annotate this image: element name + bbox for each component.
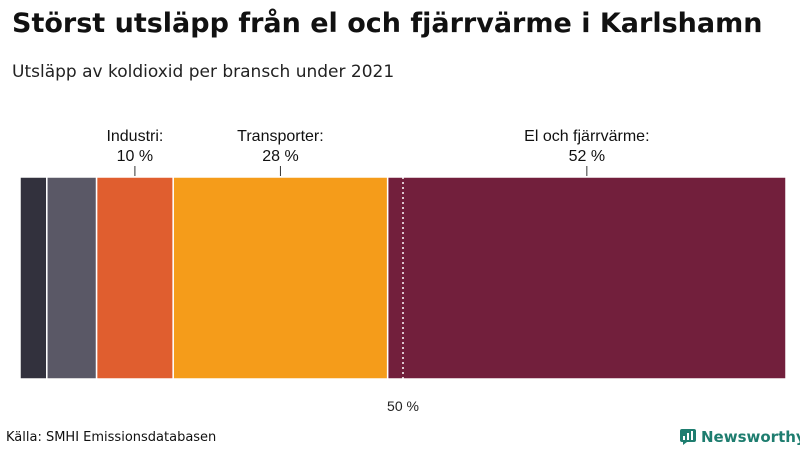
chart-subtitle: Utsläpp av koldioxid per bransch under 2… xyxy=(12,62,395,82)
brand-name: Newsworthy xyxy=(701,428,800,446)
segment-label-name-1: Industri: xyxy=(106,128,163,145)
bar-segment-2 xyxy=(46,176,98,380)
segment-label-value-1: 10 % xyxy=(117,148,153,165)
bar-segment-1 xyxy=(19,176,48,380)
reference-line-label: 50 % xyxy=(387,398,419,414)
chart-title: Störst utsläpp från el och fjärrvärme i … xyxy=(12,8,763,39)
brand-logo: Newsworthy xyxy=(680,426,800,448)
newsworthy-logo-icon xyxy=(680,429,696,445)
segment-label-name-2: Transporter: xyxy=(237,128,324,145)
segment-label-value-3: 52 % xyxy=(569,148,605,165)
bar-segment-3 xyxy=(95,176,174,380)
segment-label-value-2: 28 % xyxy=(262,148,298,165)
segment-label-name-3: El och fjärrvärme: xyxy=(524,128,649,145)
bar-segment-5 xyxy=(386,176,787,380)
source-note: Källa: SMHI Emissionsdatabasen xyxy=(6,430,217,445)
bar-segment-4 xyxy=(172,176,389,380)
